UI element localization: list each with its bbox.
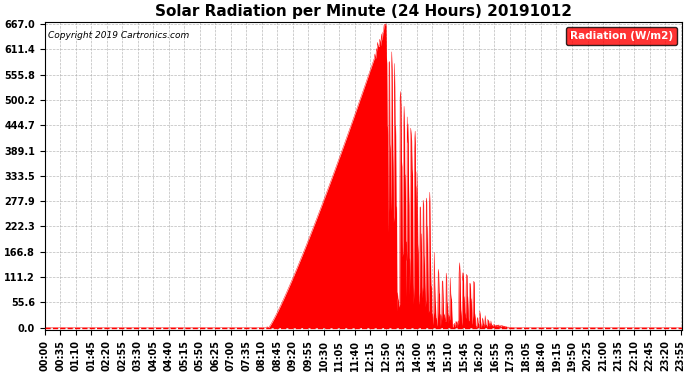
Title: Solar Radiation per Minute (24 Hours) 20191012: Solar Radiation per Minute (24 Hours) 20…: [155, 4, 572, 19]
Legend: Radiation (W/m2): Radiation (W/m2): [566, 27, 677, 45]
Text: Copyright 2019 Cartronics.com: Copyright 2019 Cartronics.com: [48, 31, 189, 40]
